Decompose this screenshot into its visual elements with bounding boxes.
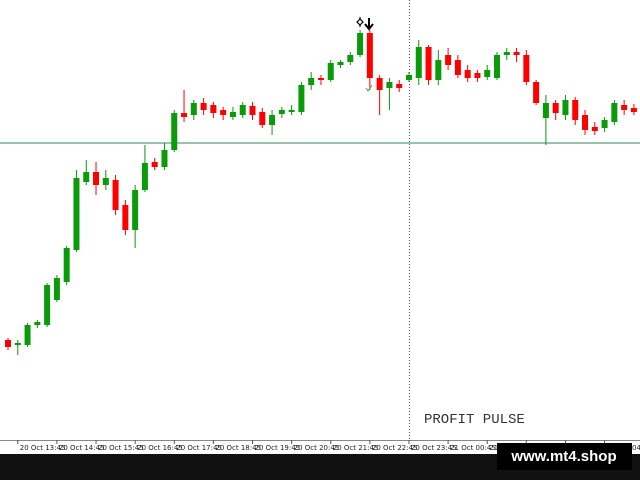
candle-body — [503, 52, 510, 55]
candle-body — [181, 113, 188, 117]
candle-body — [454, 60, 461, 75]
candle-body — [582, 115, 589, 130]
candle-body — [542, 103, 549, 118]
x-tick-label: 20 Oct 17:45 — [176, 444, 222, 452]
x-tick-label: 20 Oct 20:45 — [294, 444, 340, 452]
annotation: PROFIT PULSE — [424, 412, 525, 428]
candle-body — [249, 106, 256, 115]
candle-body — [53, 278, 60, 300]
candle-body — [63, 248, 70, 282]
candles — [5, 30, 637, 355]
candle-body — [317, 78, 324, 80]
candle-body — [229, 112, 236, 117]
candle-body — [611, 103, 618, 122]
candle-body — [171, 113, 178, 150]
candle-body — [376, 78, 383, 90]
candle-body — [278, 110, 285, 114]
candle-body — [415, 47, 422, 78]
candle-body — [337, 62, 344, 65]
candle-body — [405, 75, 412, 80]
plot-area — [0, 0, 640, 440]
candle-body — [601, 120, 608, 128]
candle-body — [259, 112, 266, 125]
move-icon — [356, 17, 364, 27]
candle-body — [132, 190, 139, 230]
candle-body — [562, 100, 569, 115]
candle-body — [239, 105, 246, 115]
x-tick-label: 20 Oct 13:45 — [20, 444, 66, 452]
signal-icons — [356, 17, 374, 92]
candle-body — [484, 70, 491, 77]
candle-body — [83, 172, 90, 182]
x-tick-label: 20 Oct 22:45 — [372, 444, 418, 452]
candle-body — [122, 205, 129, 230]
candle-body — [112, 180, 119, 210]
candle-body — [474, 73, 481, 78]
candle-body — [288, 110, 295, 112]
candle-body — [93, 172, 100, 185]
x-tick-label: 20 Oct 15:45 — [98, 444, 144, 452]
down-arrow — [364, 18, 374, 31]
candle-body — [210, 105, 217, 113]
candle-body — [435, 60, 442, 80]
candle-body — [102, 178, 109, 185]
x-tick-label: 20 Oct 19:45 — [255, 444, 301, 452]
candle-body — [513, 52, 520, 55]
candle-body — [347, 55, 354, 62]
candle-body — [220, 110, 227, 115]
candle-body — [533, 82, 540, 103]
x-tick-label: 20 Oct 18:45 — [215, 444, 261, 452]
x-tick-label: 21 Oct 00:45 — [450, 444, 496, 452]
candle-body — [44, 285, 51, 325]
candle-body — [73, 178, 80, 250]
candle-body — [24, 325, 31, 345]
candle-body — [141, 163, 148, 190]
candle-body — [445, 55, 452, 65]
x-tick-label: 20 Oct 16:45 — [137, 444, 183, 452]
candle-body — [327, 63, 334, 80]
candle-body — [621, 105, 628, 110]
candle-body — [14, 343, 21, 345]
candle-body — [396, 84, 403, 88]
candle-body — [630, 108, 637, 112]
candle-body — [386, 82, 393, 88]
candle-body — [572, 100, 579, 120]
x-tick-label: 20 Oct 21:45 — [333, 444, 379, 452]
candle-body — [151, 162, 158, 167]
candle-body — [298, 85, 305, 112]
candle-body — [494, 55, 500, 78]
candle-body — [190, 103, 197, 115]
candle-body — [308, 78, 315, 85]
candle-body — [34, 322, 41, 325]
candle-body — [200, 103, 207, 110]
candle-body — [269, 115, 276, 125]
candle-body — [366, 33, 373, 78]
candle-body — [464, 70, 471, 78]
candle-body — [591, 127, 598, 131]
x-tick-label: 20 Oct 14:45 — [59, 444, 105, 452]
candle-body — [523, 55, 530, 82]
x-tick-label: 20 Oct 23:45 — [411, 444, 457, 452]
watermark-box — [497, 443, 632, 470]
candle-body — [5, 340, 11, 347]
time-axis — [0, 440, 640, 454]
candle-body — [552, 103, 559, 113]
candle-body — [357, 33, 364, 55]
candle-body — [425, 47, 432, 80]
candle-body — [161, 150, 168, 167]
watermark: www.mt4.shop — [510, 448, 616, 465]
check-mark — [365, 84, 373, 92]
